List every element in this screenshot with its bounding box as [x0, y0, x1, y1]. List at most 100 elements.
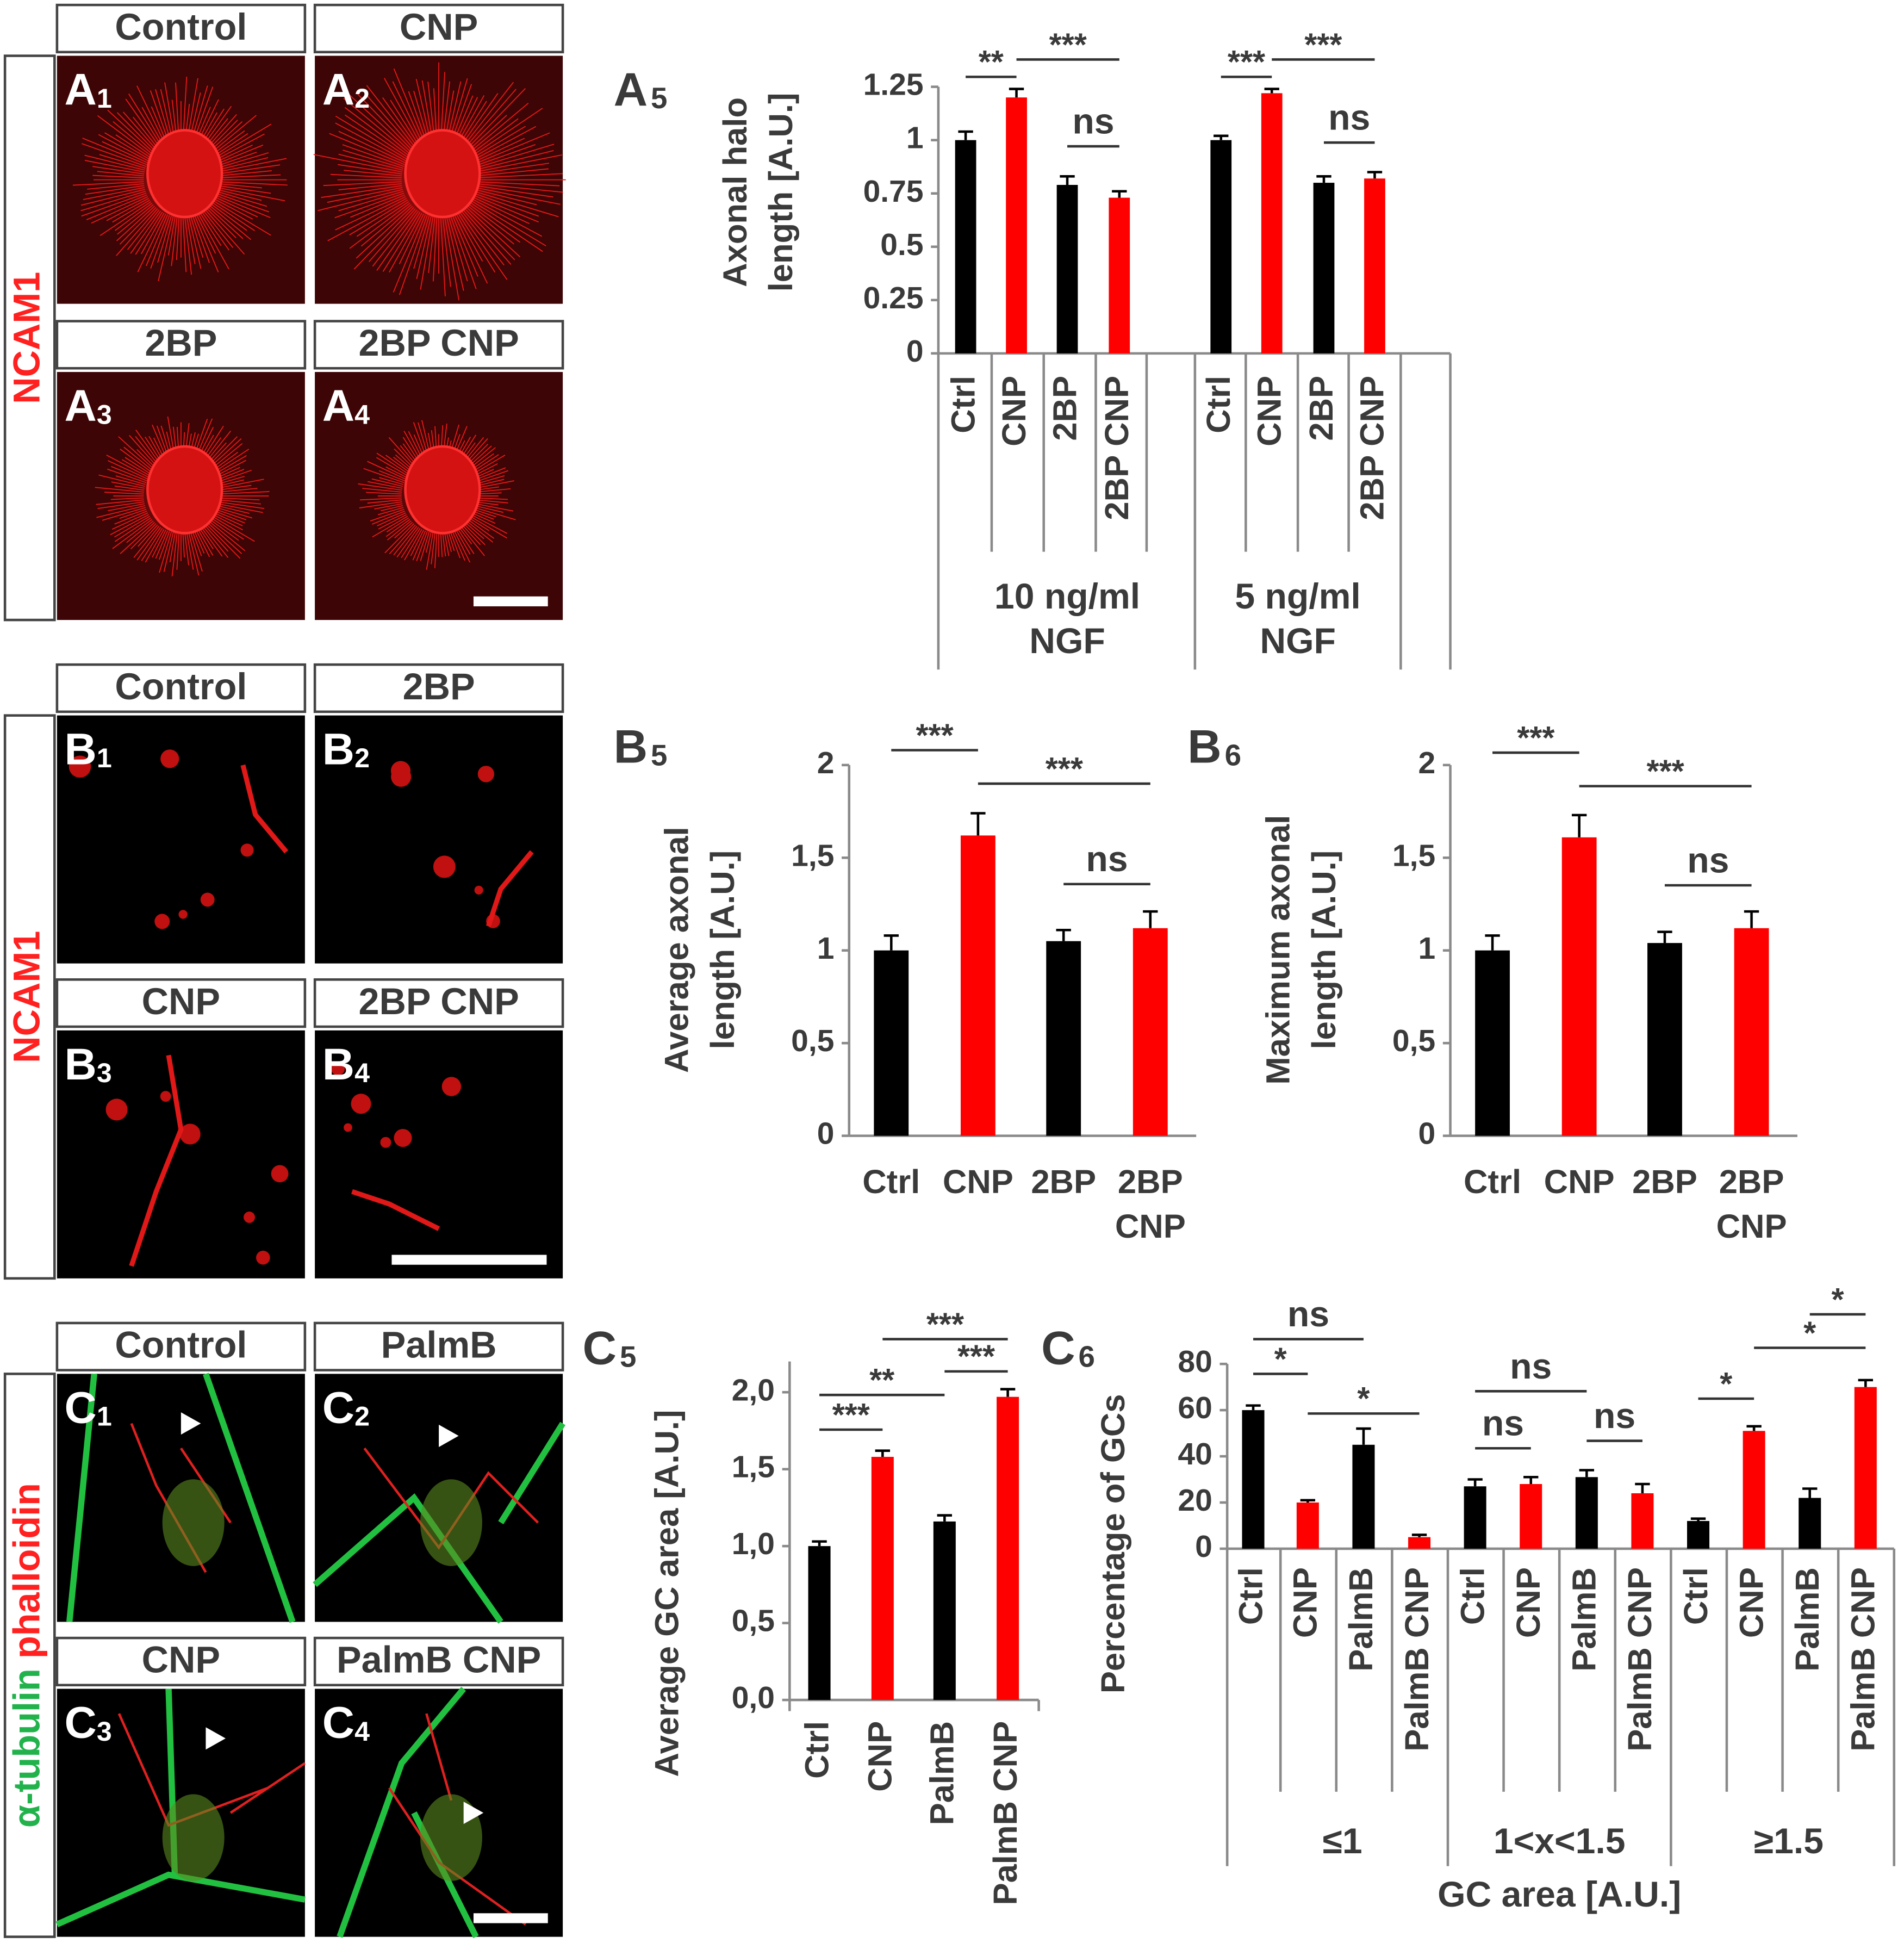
panel-letter: B [65, 1040, 97, 1089]
bar [1799, 1498, 1821, 1549]
x-tick-label: CNP [995, 376, 1033, 446]
panel-index: 3 [97, 1058, 112, 1088]
bar [1210, 140, 1232, 353]
error-bar [1690, 1517, 1706, 1521]
scale-bar [391, 1255, 547, 1265]
x-tick-label: PalmB [1789, 1567, 1826, 1672]
tile-title-box [313, 978, 564, 1028]
micrograph [313, 55, 566, 304]
side-label: NCAM1 [7, 272, 48, 404]
bar [1261, 93, 1283, 353]
micrograph [57, 1030, 305, 1278]
side-box [3, 54, 56, 622]
tile-title: PalmB CNP [337, 1640, 541, 1681]
panel-index: 2 [354, 1401, 370, 1432]
y-tick-label: 0.75 [863, 174, 924, 209]
error-bar [1858, 1379, 1874, 1387]
tile-title: CNP [142, 981, 220, 1022]
bar [1631, 1493, 1654, 1549]
y-tick-label: 0 [906, 334, 924, 369]
explant [146, 129, 223, 219]
micrograph [57, 715, 305, 964]
significance-label: *** [832, 1396, 870, 1433]
y-tick-label: 1 [906, 121, 924, 156]
significance-label: *** [1647, 753, 1684, 789]
x-tick-label: CNP [1510, 1567, 1547, 1638]
significance-label: * [1274, 1340, 1287, 1377]
tile-title: 2BP CNP [359, 981, 519, 1022]
micrograph [57, 372, 305, 620]
tile-title-box [313, 1636, 564, 1687]
significance-label: *** [1228, 44, 1265, 80]
error-bar [970, 812, 986, 836]
side-box [3, 1373, 56, 1938]
cell [160, 1091, 171, 1102]
x-tick-label: Ctrl [1200, 376, 1237, 433]
micrograph [55, 1689, 306, 1937]
x-tick-label: 2BP [1118, 1163, 1183, 1201]
side-label-part: phalloidin [7, 1483, 48, 1659]
y-tick-label: 0.25 [863, 281, 924, 315]
scale-bar [473, 1913, 548, 1923]
panel-letter: B [1187, 721, 1222, 773]
bar [1687, 1520, 1710, 1549]
x-tick-label: CNP [1716, 1208, 1787, 1245]
neurite [129, 1054, 184, 1267]
bar [933, 1521, 956, 1700]
error-bar [1316, 175, 1331, 183]
y-tick-label: 1 [1418, 931, 1435, 966]
x-tick-label: CNP [943, 1163, 1013, 1201]
tile-title-box [55, 320, 307, 370]
tile-title: 2BP CNP [359, 322, 519, 364]
y-axis-title: Average GC area [A.U.] [648, 1410, 686, 1777]
panel-index: 5 [651, 738, 667, 772]
bar [1109, 197, 1130, 353]
cell [391, 766, 412, 787]
significance-label: ns [1328, 98, 1370, 138]
panel-index: 1 [97, 1401, 112, 1432]
growth-cone [162, 1794, 225, 1881]
y-tick-label: 1,5 [791, 838, 834, 873]
error-bar [1571, 814, 1587, 837]
panel-index: 1 [97, 743, 112, 773]
significance-label: ns [1287, 1294, 1329, 1334]
x-tick-label: Ctrl [1454, 1567, 1491, 1625]
group-label: NGF [1029, 621, 1105, 661]
microtubule [66, 1373, 296, 1623]
x-tick-label: 2BP CNP [1098, 376, 1136, 520]
tile-title-box [313, 663, 564, 713]
side-label: α-tubulin phalloidin [7, 1483, 48, 1828]
image-background [57, 1030, 305, 1278]
panel-letter: C [322, 1383, 354, 1432]
bar [1520, 1484, 1542, 1549]
cell [69, 755, 91, 778]
cell [380, 1137, 391, 1148]
panel-letter: C [65, 1698, 97, 1748]
error-bar [1009, 88, 1024, 98]
y-axis-title: Maximum axonal [1259, 815, 1297, 1085]
significance-label: ns [1072, 101, 1114, 141]
error-bar [1411, 1534, 1427, 1537]
side-label-part: NCAM1 [7, 272, 48, 404]
x-tick-label: Ctrl [1677, 1567, 1715, 1625]
x-axis-title: GC area [A.U.] [1438, 1874, 1681, 1915]
tile-title-box [313, 320, 564, 370]
significance-label: *** [1046, 750, 1083, 787]
significance-label: ns [1086, 839, 1128, 879]
y-axis-title: Average axonal [658, 827, 696, 1073]
y-tick-label: 40 [1178, 1437, 1212, 1472]
error-bar [1367, 171, 1383, 179]
x-tick-label: PalmB CNP [1845, 1567, 1882, 1752]
panel-index: 2 [354, 743, 370, 773]
micrograph [315, 1686, 563, 1939]
group-label: NGF [1260, 621, 1336, 661]
significance-label: ns [1482, 1404, 1524, 1444]
cell [351, 1094, 371, 1114]
bar [1475, 950, 1510, 1136]
cell [244, 1211, 256, 1223]
group-label: ≤1 [1323, 1821, 1362, 1861]
cell [154, 914, 170, 929]
error-bar [1056, 928, 1071, 941]
bar [808, 1546, 831, 1700]
x-tick-label: PalmB [1342, 1567, 1380, 1672]
